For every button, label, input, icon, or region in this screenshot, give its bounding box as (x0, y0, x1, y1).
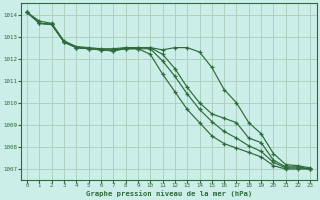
X-axis label: Graphe pression niveau de la mer (hPa): Graphe pression niveau de la mer (hPa) (86, 190, 252, 197)
